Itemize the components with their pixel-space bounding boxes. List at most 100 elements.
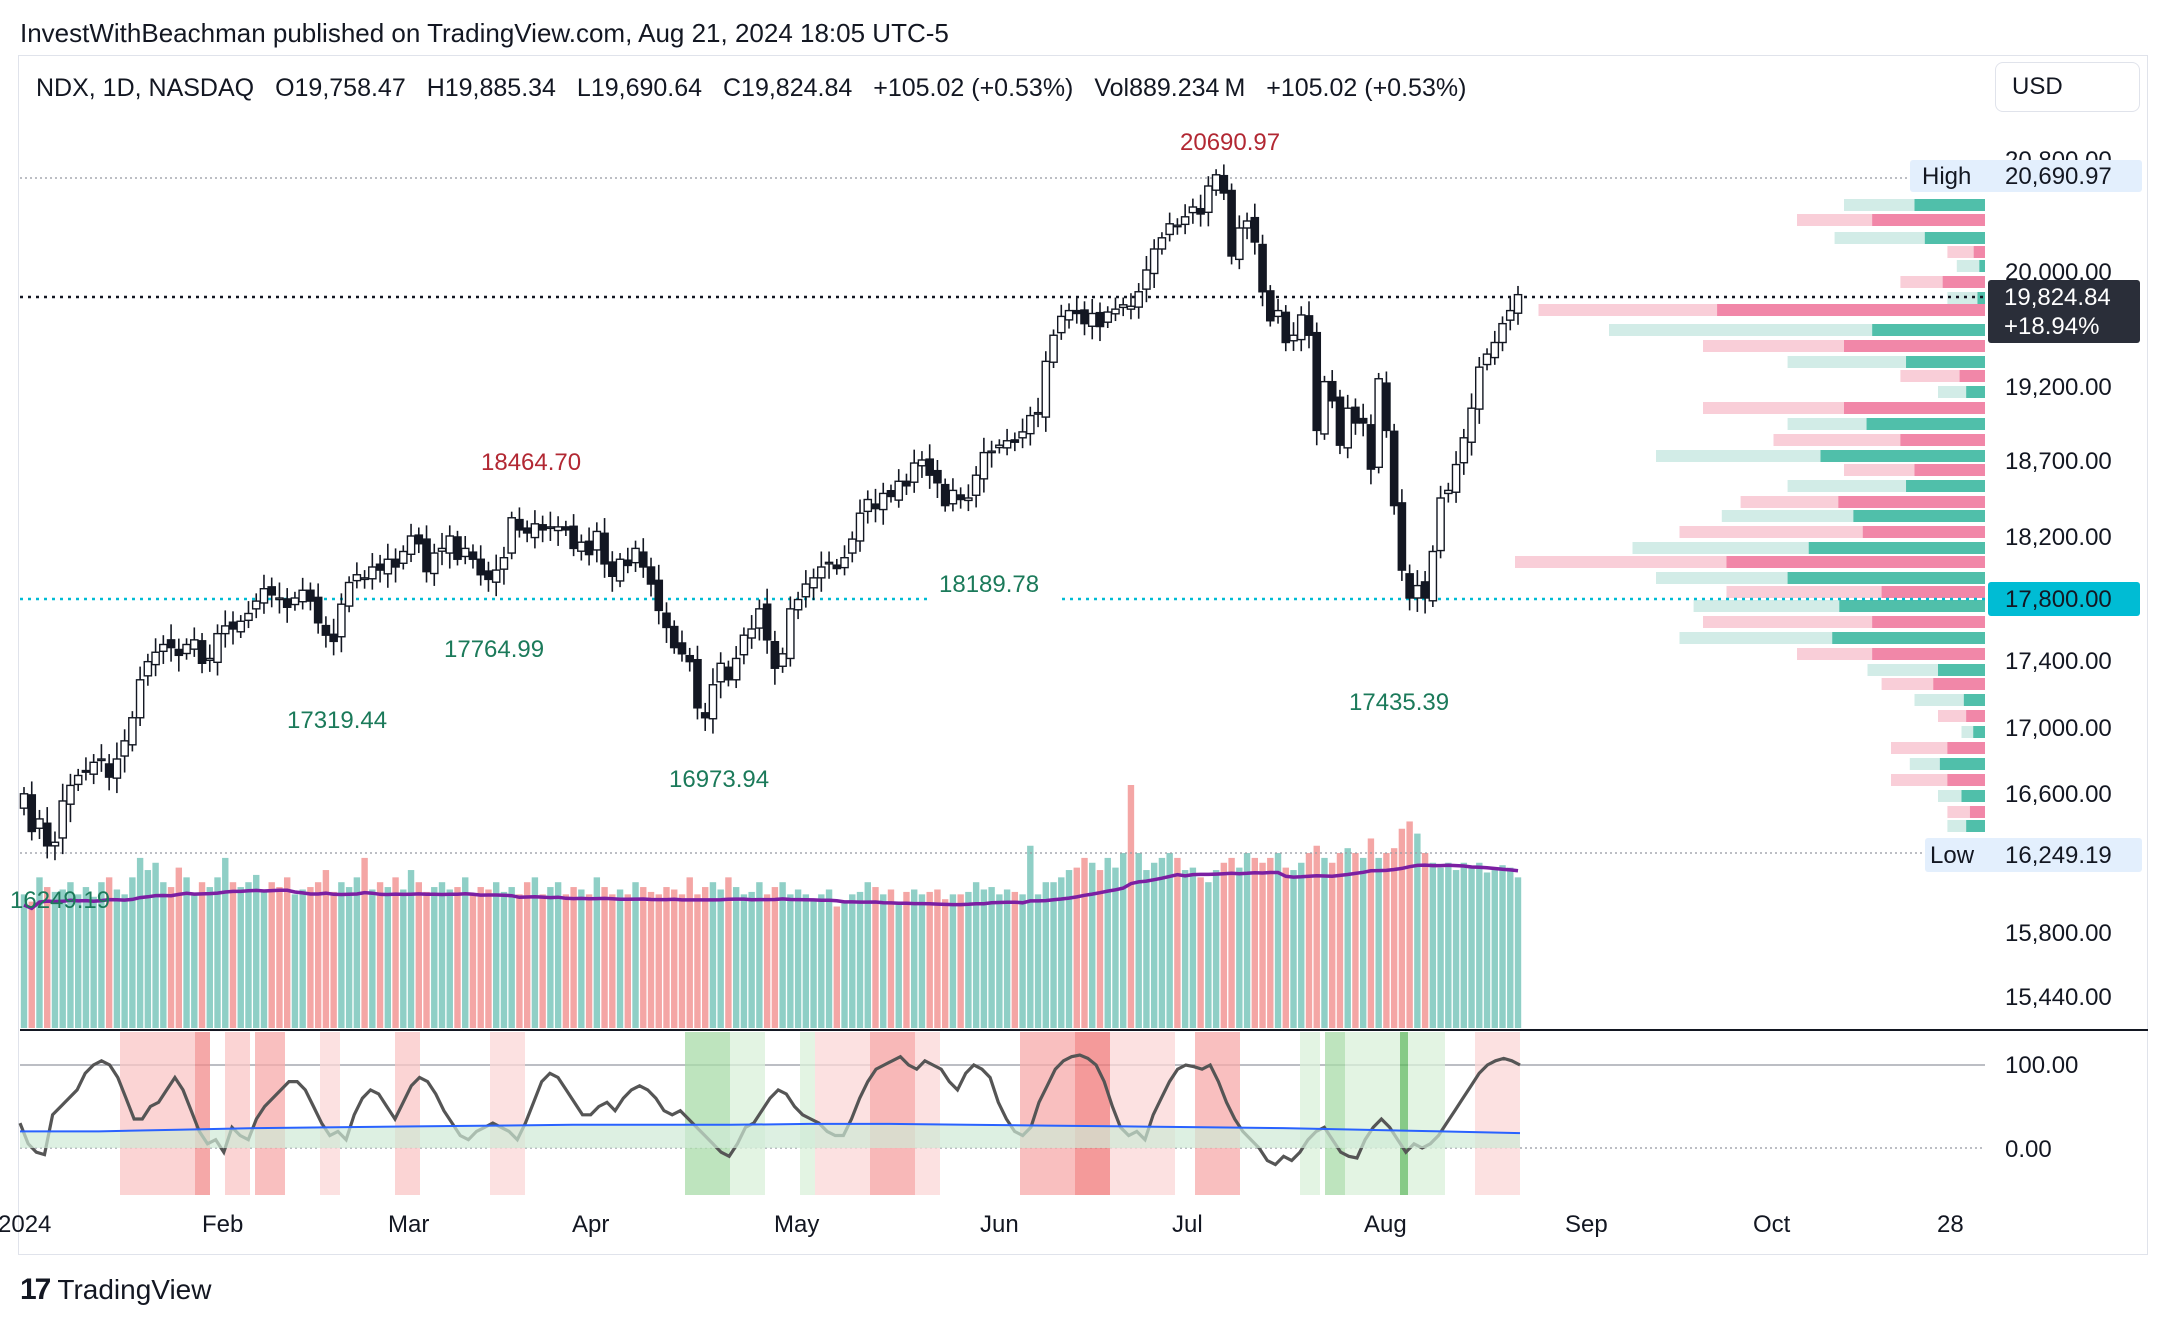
candle-body (321, 624, 331, 636)
candle-body (933, 469, 942, 484)
volume-bar (1445, 862, 1452, 1028)
candle-body (1312, 331, 1322, 432)
candle-body (205, 657, 215, 662)
volume-bar (593, 877, 601, 1028)
candle-body (817, 566, 826, 579)
volume-bar (678, 894, 686, 1028)
volume-bar (260, 889, 268, 1028)
x-axis-label: Mar (388, 1211, 429, 1238)
volume-bar (1375, 857, 1382, 1028)
volume-bar (818, 894, 825, 1028)
volume-bar (1003, 889, 1011, 1028)
volume-bar (1274, 853, 1282, 1028)
candle-body (561, 526, 571, 531)
candle-body (1351, 406, 1360, 424)
volume-bar (833, 906, 840, 1028)
volume-bar (957, 894, 964, 1028)
currency-selector[interactable]: USD (1995, 62, 2140, 112)
candle-body (399, 550, 408, 564)
volume-bar (516, 894, 523, 1028)
candle-body (484, 570, 493, 581)
x-axis-label: Jun (980, 1211, 1019, 1238)
candle-body (747, 628, 756, 639)
footer[interactable]: 17 TradingView (20, 1270, 211, 1310)
volume-bar (1282, 867, 1289, 1028)
candle-body (19, 793, 29, 809)
volume-bar (756, 882, 763, 1028)
osc-zone (1325, 1032, 1345, 1195)
candle-body (847, 538, 857, 554)
volume-bar (369, 889, 376, 1028)
volume-bar (1205, 882, 1212, 1028)
legend-volume: Vol889.234 M (1094, 74, 1246, 102)
volume-bar (1251, 857, 1259, 1028)
candle-body (313, 596, 323, 624)
profile-row-core (1839, 600, 1985, 612)
profile-row-core (1966, 386, 1985, 398)
candle-body (1474, 366, 1484, 410)
x-axis-label: May (774, 1211, 819, 1238)
volume-bar (849, 894, 856, 1028)
candle-body (112, 758, 122, 779)
volume-bar (949, 894, 957, 1028)
candle-body (1304, 315, 1314, 336)
candle-body (81, 769, 91, 773)
volume-bar (28, 901, 35, 1028)
volume-bar (1344, 848, 1351, 1028)
volume-bar (1158, 857, 1166, 1028)
osc-zone (1300, 1032, 1320, 1195)
candle-body (964, 497, 973, 502)
candle-body (693, 658, 702, 709)
signal-line (20, 1122, 1521, 1135)
volume-bar (663, 887, 670, 1028)
volume-bar (880, 894, 887, 1028)
volume-bar (392, 877, 399, 1028)
volume-bar (1359, 857, 1367, 1028)
volume-bar (407, 870, 415, 1028)
candle-body (368, 566, 377, 580)
x-axis-label: Apr (572, 1211, 609, 1238)
candle-body (1227, 189, 1236, 257)
candle-body (1296, 314, 1306, 341)
candle-body (143, 660, 153, 677)
volume-bar (771, 887, 779, 1028)
candle-body (1235, 227, 1244, 261)
volume-bar (1120, 853, 1127, 1028)
osc-zone (800, 1032, 815, 1195)
candle-body (66, 784, 75, 805)
candle-body (190, 639, 199, 650)
volume-bar (191, 894, 198, 1028)
volume-bar (1243, 853, 1251, 1028)
footer-brand: TradingView (57, 1274, 212, 1305)
candle-body (669, 625, 679, 649)
volume-bar (918, 894, 926, 1028)
volume-bar (531, 877, 539, 1028)
ohlc-legend: NDX, 1D, NASDAQ O19,758.47 H19,885.34 L1… (36, 74, 1480, 103)
candle-body (1056, 315, 1066, 334)
x-axis-label: Feb (202, 1211, 243, 1238)
osc-zone (320, 1032, 340, 1195)
volume-bar (1313, 845, 1320, 1028)
candle-body (832, 564, 842, 570)
volume-bar (1305, 853, 1313, 1028)
legend-symbol[interactable]: NDX, 1D, NASDAQ (36, 74, 255, 102)
candle-body (1165, 223, 1174, 236)
candle-body (1064, 309, 1074, 321)
volume-bar (732, 887, 740, 1028)
osc-zone (1400, 1032, 1408, 1195)
price-axis[interactable]: 20,800.0020,000.0019,200.0018,700.0018,2… (1910, 147, 2142, 1163)
volume-bar (129, 877, 136, 1028)
candle-body (453, 536, 462, 560)
volume-bar (322, 870, 330, 1028)
candle-body (739, 634, 749, 656)
volume-bar (237, 887, 244, 1028)
tradingview-logo-icon: 17 (20, 1273, 51, 1306)
candle-body (1018, 431, 1027, 439)
volume-bar (523, 882, 531, 1028)
x-axis-label: 28 (1937, 1211, 1964, 1238)
candle-body (1250, 216, 1260, 243)
candle-body (1072, 309, 1082, 315)
osc-zone (1110, 1032, 1175, 1195)
volume-bar (485, 889, 492, 1028)
